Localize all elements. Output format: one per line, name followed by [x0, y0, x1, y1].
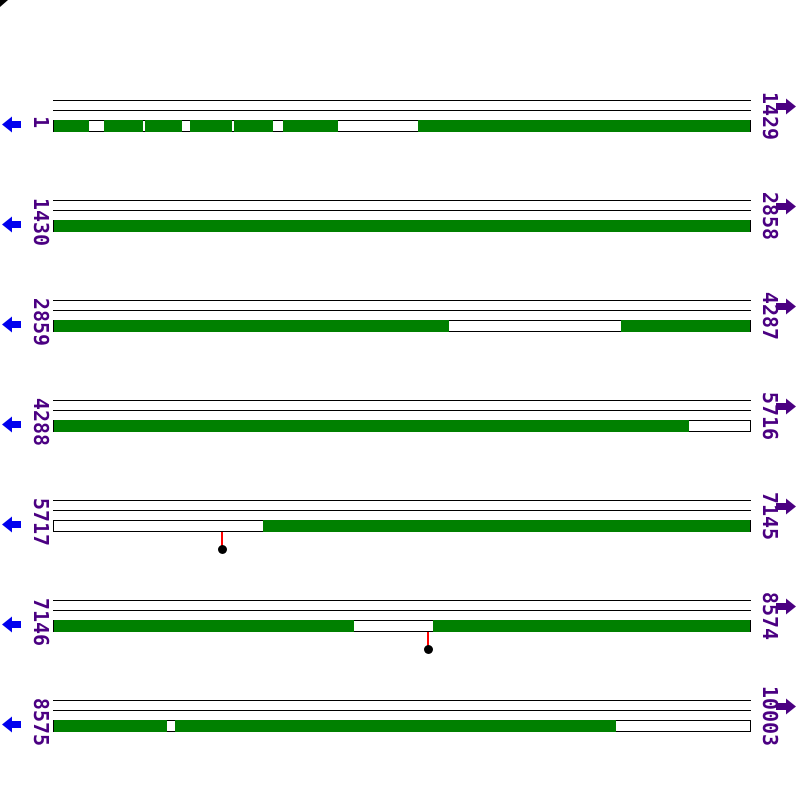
map-row: 4288 5716 — [0, 392, 800, 500]
coverage-segment — [621, 320, 750, 332]
map-row: 5717 7145 — [0, 492, 800, 600]
prev-arrow-icon[interactable] — [2, 216, 21, 237]
ruler-line — [53, 300, 751, 301]
next-arrow-icon[interactable] — [776, 198, 796, 219]
next-arrow-icon[interactable] — [776, 498, 796, 519]
next-arrow-icon[interactable] — [776, 598, 796, 619]
row-start-coordinate: 8575 — [29, 697, 53, 747]
map-row: 7146 8574 — [0, 592, 800, 700]
coverage-segment — [175, 720, 617, 732]
ruler-line — [53, 400, 751, 401]
ruler-line — [53, 610, 751, 611]
ruler-line — [53, 100, 751, 101]
coverage-segment — [432, 620, 750, 632]
coverage-segment — [282, 120, 338, 132]
ruler-line — [53, 210, 751, 211]
coverage-segment — [54, 720, 168, 732]
coverage-segment — [54, 420, 690, 432]
row-start-coordinate: 1 — [29, 115, 53, 129]
ruler-line — [53, 310, 751, 311]
ruler-line — [53, 110, 751, 111]
prev-arrow-icon[interactable] — [2, 516, 21, 537]
row-start-coordinate: 4288 — [29, 397, 53, 447]
row-start-coordinate: 1430 — [29, 197, 53, 247]
ruler-line — [53, 600, 751, 601]
next-arrow-icon[interactable] — [776, 698, 796, 719]
marker-dot — [217, 545, 227, 554]
next-arrow-icon[interactable] — [776, 98, 796, 119]
ruler-line — [53, 700, 751, 701]
map-row: 1 1429 — [0, 92, 800, 200]
row-start-coordinate: 7146 — [29, 597, 53, 647]
prev-arrow-icon[interactable] — [2, 616, 21, 637]
coverage-segment — [263, 520, 750, 532]
next-arrow-icon[interactable] — [776, 398, 796, 419]
marker-line — [221, 532, 223, 546]
map-row: 8575 10003 — [0, 686, 800, 800]
marker-dot — [423, 645, 433, 654]
marker-line — [427, 632, 430, 646]
prev-arrow-icon[interactable] — [2, 716, 21, 737]
next-arrow-icon[interactable] — [776, 298, 796, 319]
ruler-line — [53, 200, 751, 201]
coverage-segment — [54, 120, 89, 132]
coverage-segment — [233, 120, 274, 132]
coverage-segment — [103, 120, 143, 132]
prev-arrow-icon[interactable] — [2, 316, 21, 337]
ruler-line — [53, 410, 751, 411]
coverage-segment — [144, 120, 182, 132]
coverage-segment — [189, 120, 232, 132]
map-row: 1430 2858 — [0, 192, 800, 300]
coverage-segment — [54, 620, 354, 632]
row-start-coordinate: 5717 — [29, 497, 53, 547]
ruler-line — [53, 710, 751, 711]
map-row: 2859 4287 — [0, 292, 800, 400]
corner-artifact-icon — [0, 0, 8, 7]
coverage-segment — [418, 120, 750, 132]
ruler-line — [53, 510, 751, 511]
ruler-line — [53, 500, 751, 501]
coverage-segment — [54, 220, 750, 232]
prev-arrow-icon[interactable] — [2, 116, 21, 137]
prev-arrow-icon[interactable] — [2, 416, 21, 437]
coverage-segment — [54, 320, 449, 332]
row-start-coordinate: 2859 — [29, 297, 53, 347]
